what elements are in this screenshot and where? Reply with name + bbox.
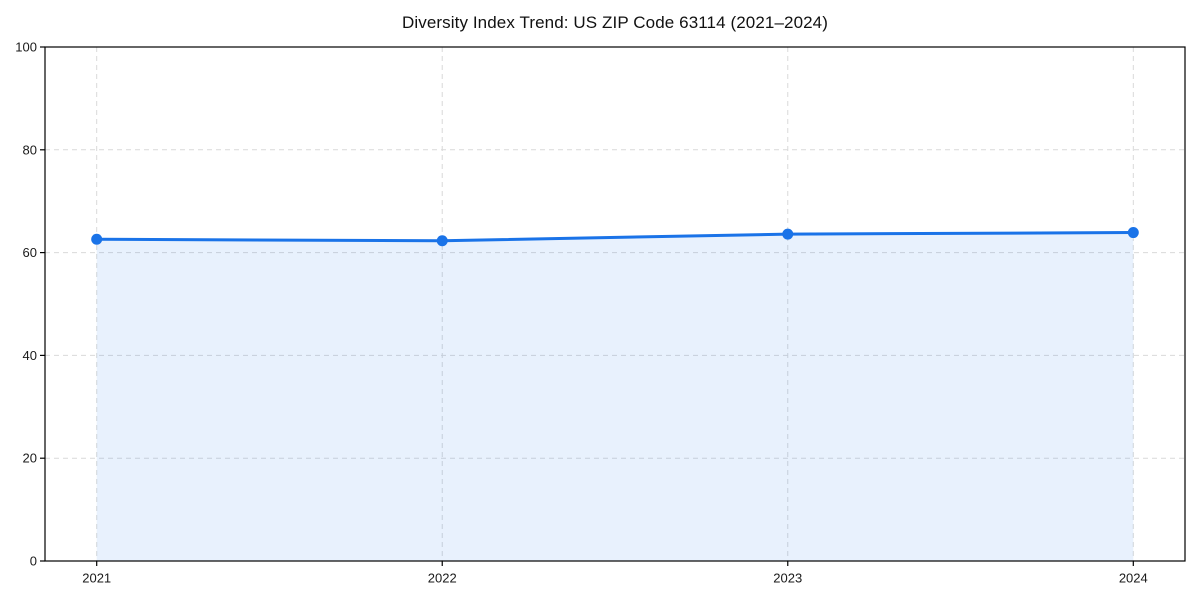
area-fill [96, 232, 1134, 561]
y-tick-label-40: 40 [23, 348, 37, 363]
y-tick-label-20: 20 [23, 451, 37, 466]
y-tick-label-80: 80 [23, 142, 37, 157]
data-point-2024 [1127, 227, 1139, 239]
x-tick-label-2024: 2024 [1119, 571, 1148, 586]
data-point-2023 [782, 228, 794, 240]
trend-line [95, 231, 1135, 243]
plot-border [44, 46, 1186, 562]
x-tick-label-2021: 2021 [82, 571, 111, 586]
x-tick-label-2022: 2022 [428, 571, 457, 586]
y-tick-label-100: 100 [15, 40, 37, 55]
y-tick-label-60: 60 [23, 245, 37, 260]
data-point-2022 [436, 235, 448, 247]
chart-title: Diversity Index Trend: US ZIP Code 63114… [401, 13, 829, 32]
y-tick-label-0: 0 [30, 554, 37, 569]
x-tick-label-2023: 2023 [773, 571, 802, 586]
data-point-2021 [91, 233, 103, 245]
